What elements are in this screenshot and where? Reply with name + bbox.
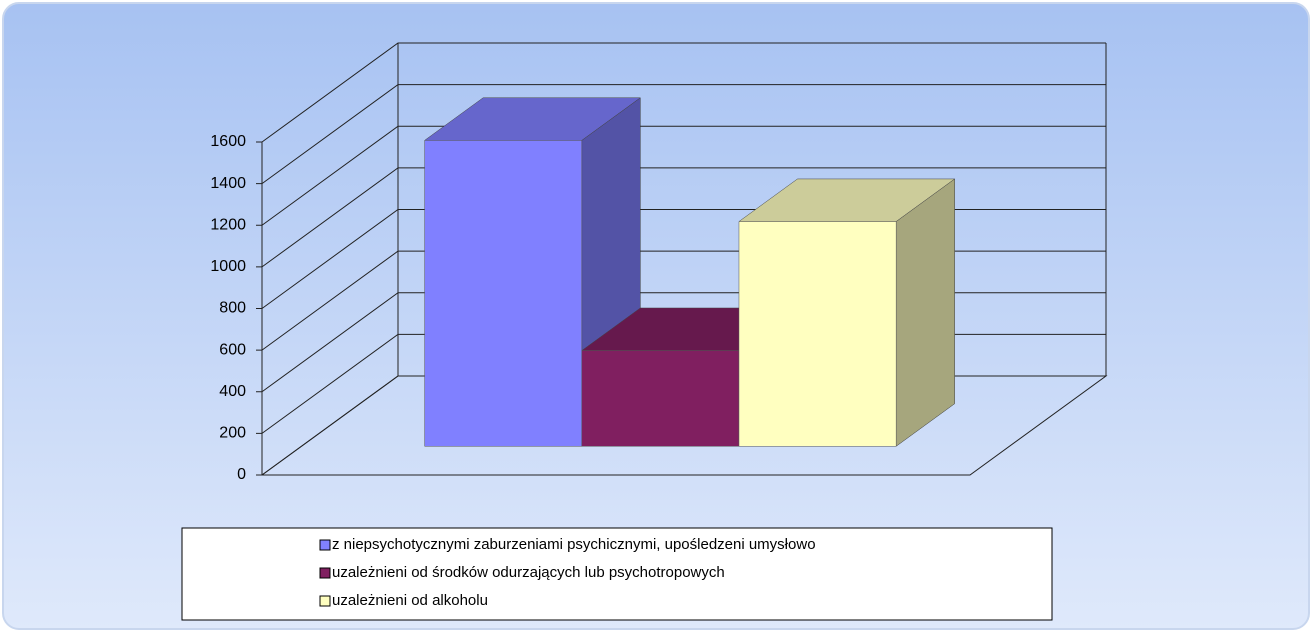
y-tick-label: 1000 bbox=[210, 258, 246, 275]
y-tick-label: 1400 bbox=[210, 175, 246, 192]
y-tick-label: 800 bbox=[219, 300, 246, 317]
bar-front bbox=[738, 221, 897, 447]
bar bbox=[738, 178, 956, 447]
y-tick-label: 0 bbox=[237, 466, 246, 483]
bar-front bbox=[581, 350, 740, 447]
legend-label: uzależnieni od środków odurzających lub … bbox=[332, 564, 725, 581]
legend-label: z niepsychotycznymi zaburzeniami psychic… bbox=[332, 536, 816, 553]
grid-line bbox=[261, 84, 1106, 185]
y-tick-label: 600 bbox=[219, 341, 246, 358]
legend: z niepsychotycznymi zaburzeniami psychic… bbox=[319, 536, 816, 609]
grid-line bbox=[261, 167, 1106, 268]
y-tick-label: 400 bbox=[219, 383, 246, 400]
y-tick-label: 1200 bbox=[210, 216, 246, 233]
y-tick-label: 1600 bbox=[210, 133, 246, 150]
legend-swatch bbox=[319, 595, 331, 607]
legend-label: uzależnieni od alkoholu bbox=[332, 592, 488, 609]
bar-side bbox=[895, 178, 955, 447]
bar-front bbox=[424, 140, 583, 447]
legend-swatch bbox=[319, 567, 331, 579]
legend-swatch bbox=[319, 539, 331, 551]
grid-line bbox=[261, 42, 1106, 143]
grid-line bbox=[261, 125, 1106, 226]
y-tick-label: 200 bbox=[219, 425, 246, 442]
